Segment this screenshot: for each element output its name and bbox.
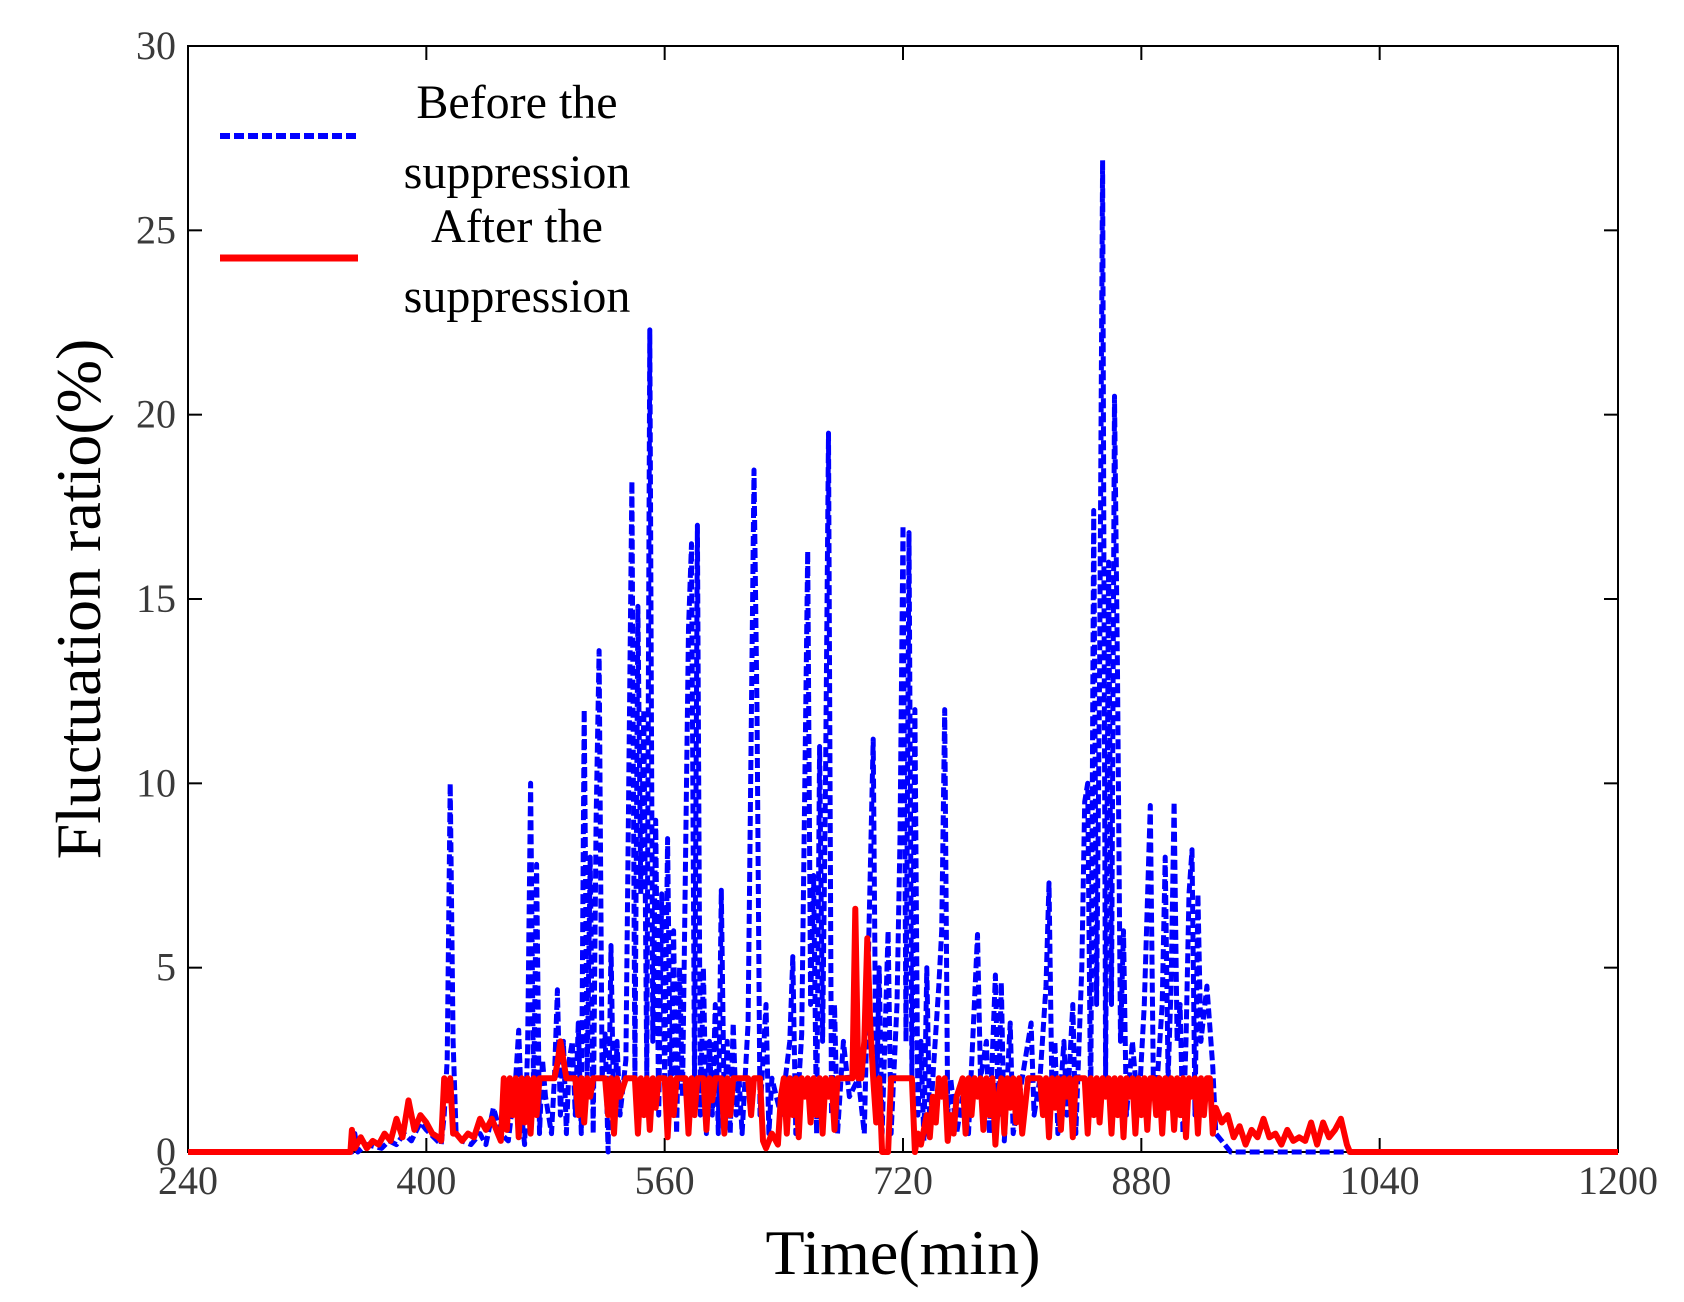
legend-label-before: suppression — [404, 146, 631, 199]
x-tick-label: 1200 — [1578, 1158, 1658, 1203]
y-tick-label: 0 — [156, 1129, 176, 1174]
x-tick-label: 400 — [396, 1158, 456, 1203]
legend-label-after: suppression — [404, 270, 631, 323]
legend-label-before: Before the — [416, 76, 617, 129]
series-line-after — [188, 905, 1618, 1155]
y-tick-label: 10 — [136, 760, 176, 805]
legend-label-after: After the — [431, 200, 603, 253]
x-tick-label: 1040 — [1340, 1158, 1420, 1203]
y-tick-label: 20 — [136, 392, 176, 437]
x-tick-label: 720 — [873, 1158, 933, 1203]
y-tick-label: 5 — [156, 945, 176, 990]
y-tick-label: 30 — [136, 23, 176, 68]
x-tick-label: 240 — [158, 1158, 218, 1203]
y-axis-title: Fluctuation ratio(%) — [43, 339, 114, 860]
x-tick-label: 560 — [635, 1158, 695, 1203]
x-axis-title: Time(min) — [766, 1217, 1041, 1288]
x-tick-label: 880 — [1111, 1158, 1171, 1203]
y-tick-label: 15 — [136, 576, 176, 621]
y-tick-label: 25 — [136, 207, 176, 252]
